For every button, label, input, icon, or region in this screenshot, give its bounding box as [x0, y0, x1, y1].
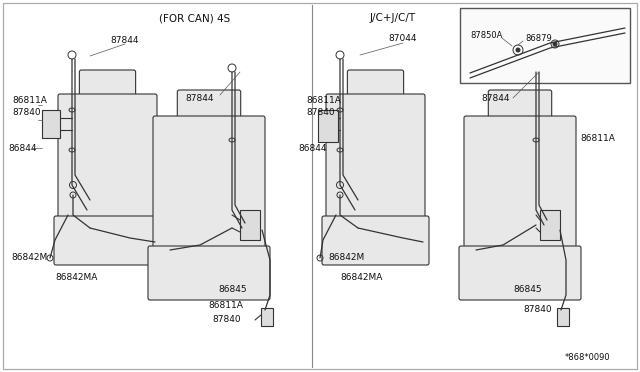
Text: *868*0090: *868*0090	[564, 353, 610, 362]
Text: 86811A: 86811A	[208, 301, 243, 310]
Text: 87840: 87840	[212, 315, 241, 324]
Bar	[318, 110, 338, 142]
Text: 87844: 87844	[481, 93, 509, 103]
FancyBboxPatch shape	[58, 94, 157, 218]
Text: 87044: 87044	[388, 33, 417, 42]
FancyBboxPatch shape	[348, 70, 404, 96]
Text: 86842M: 86842M	[328, 253, 364, 263]
Text: (FOR CAN) 4S: (FOR CAN) 4S	[159, 13, 230, 23]
Text: 87844: 87844	[111, 35, 140, 45]
Text: 86842MA: 86842MA	[340, 273, 382, 282]
Text: 86879: 86879	[525, 33, 552, 42]
Text: 86842M: 86842M	[12, 253, 48, 263]
Text: 86844: 86844	[298, 144, 326, 153]
Bar	[240, 210, 260, 240]
Bar	[540, 210, 560, 240]
Text: 87840: 87840	[523, 305, 552, 314]
Text: 86844: 86844	[8, 144, 36, 153]
Text: 86811A: 86811A	[580, 134, 615, 142]
Text: 86811A: 86811A	[12, 96, 47, 105]
Bar	[557, 308, 569, 326]
FancyBboxPatch shape	[459, 246, 581, 300]
Text: 87840: 87840	[306, 108, 335, 116]
Text: 86842MA: 86842MA	[55, 273, 97, 282]
Text: 86845: 86845	[513, 285, 541, 295]
Circle shape	[553, 42, 557, 46]
FancyBboxPatch shape	[54, 216, 161, 265]
Text: 86811A: 86811A	[306, 96, 341, 105]
Bar	[261, 308, 273, 326]
Circle shape	[516, 48, 520, 52]
FancyBboxPatch shape	[488, 90, 552, 118]
Text: 87844: 87844	[185, 93, 214, 103]
Text: 87840: 87840	[12, 108, 40, 116]
Bar	[42, 110, 60, 138]
FancyBboxPatch shape	[79, 70, 136, 96]
Text: 87850A: 87850A	[470, 31, 502, 39]
FancyBboxPatch shape	[148, 246, 270, 300]
FancyBboxPatch shape	[322, 216, 429, 265]
Text: 86845: 86845	[218, 285, 246, 295]
FancyBboxPatch shape	[464, 116, 576, 248]
Text: J/C+J/C/T: J/C+J/C/T	[370, 13, 416, 23]
FancyBboxPatch shape	[326, 94, 425, 218]
FancyBboxPatch shape	[177, 90, 241, 118]
FancyBboxPatch shape	[153, 116, 265, 248]
Bar	[460, 8, 630, 83]
